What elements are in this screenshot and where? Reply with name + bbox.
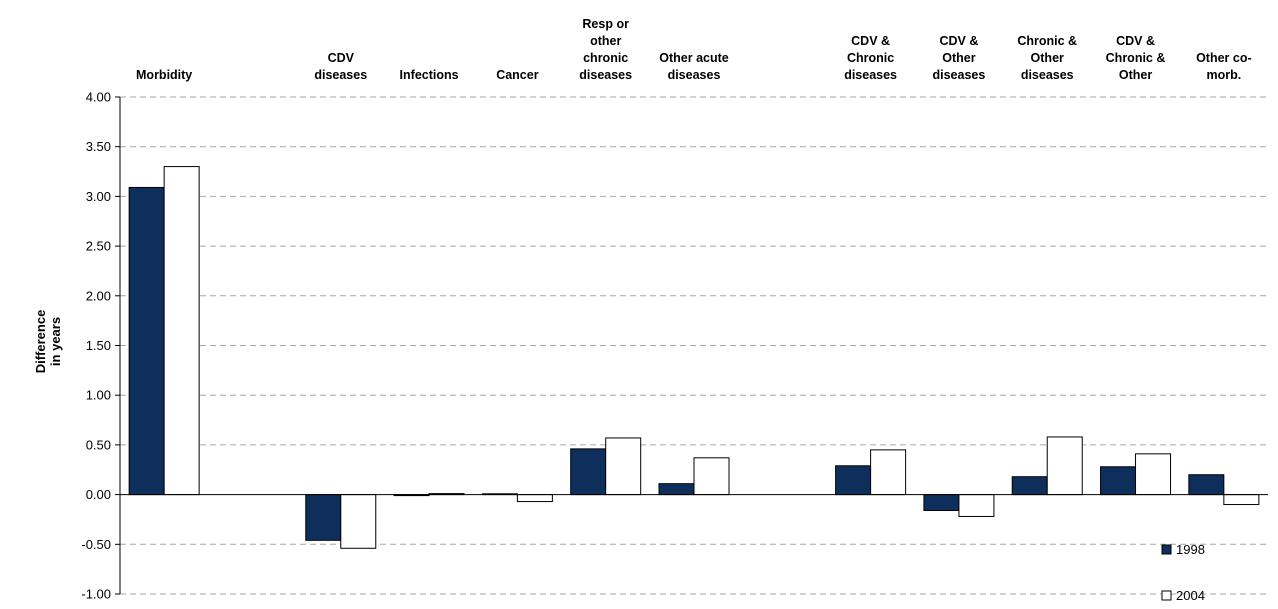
category-label: CDV & Chronic diseases xyxy=(844,34,897,82)
category-label: CDV diseases xyxy=(314,51,367,82)
bar-2004 xyxy=(605,437,642,496)
y-tick-label: 3.50 xyxy=(86,139,111,154)
category-label-line: Other co- xyxy=(1196,51,1252,65)
bar-2004 xyxy=(1046,436,1083,496)
category-label: Other co-morb. xyxy=(1196,51,1252,82)
bar-1998 xyxy=(570,448,607,496)
category-label-line: chronic xyxy=(583,51,628,65)
category-label-line: diseases xyxy=(844,68,897,82)
category-label-line: CDV & xyxy=(939,34,978,48)
bar-2004 xyxy=(870,449,907,496)
category-label-line: CDV & xyxy=(851,34,890,48)
category-label: Cancer xyxy=(496,68,539,82)
category-label-line: diseases xyxy=(579,68,632,82)
y-axis-ticks: -1.00 -0.50 0.00 0.50 1.00 1.50 2.00 2.50 3.00 3.… xyxy=(81,90,120,602)
bar-2004 xyxy=(958,494,995,517)
category-label-line: diseases xyxy=(314,68,367,82)
bar-2004 xyxy=(1135,453,1172,496)
legend-label-1998: 1998 xyxy=(1176,542,1205,557)
category-label-line: Other acute xyxy=(659,51,729,65)
bar-1998 xyxy=(1188,474,1225,496)
category-label-line: diseases xyxy=(668,68,721,82)
bar-1998 xyxy=(1100,466,1137,496)
category-label-line: CDV xyxy=(328,51,355,65)
category-label-line: Infections xyxy=(400,68,459,82)
category-label-line: Morbidity xyxy=(136,68,192,82)
category-label-line: Resp or xyxy=(582,17,629,31)
y-tick-label: 0.00 xyxy=(86,487,111,502)
bar-2004 xyxy=(516,494,553,503)
category-label: Chronic & Other diseases xyxy=(1017,34,1077,82)
category-label: Infections xyxy=(400,68,459,82)
category-label-line: other xyxy=(590,34,621,48)
bar-2004 xyxy=(163,166,200,496)
y-tick-label: 2.00 xyxy=(86,288,111,303)
bar-2004 xyxy=(340,494,377,549)
bar-2004 xyxy=(1223,494,1260,506)
y-tick-label: 1.00 xyxy=(86,388,111,403)
category-labels: Morbidity CDV diseases Infections Cancer Resp… xyxy=(136,17,1252,82)
legend-label-2004: 2004 xyxy=(1176,588,1205,603)
y-axis-title-line: Difference xyxy=(33,310,48,374)
category-label: Resp or other chronic diseases xyxy=(579,17,632,82)
legend-swatch-1998 xyxy=(1161,544,1172,555)
y-axis-title: Differencein years xyxy=(33,310,63,374)
category-label-line: Other xyxy=(1031,51,1064,65)
bar-1998 xyxy=(128,186,165,496)
category-label-line: Cancer xyxy=(496,68,539,82)
bar-1998 xyxy=(658,483,695,496)
gridlines xyxy=(120,96,1268,595)
category-label: Other acute diseases xyxy=(659,51,729,82)
y-tick-label: 4.00 xyxy=(86,90,111,105)
category-label: CDV & Chronic & Other xyxy=(1106,34,1166,82)
y-tick-label: 2.50 xyxy=(86,239,111,254)
category-label-line: Other xyxy=(1119,68,1152,82)
y-tick-label: 1.50 xyxy=(86,338,111,353)
category-label-line: diseases xyxy=(1021,68,1074,82)
bar-1998 xyxy=(305,494,342,541)
bar-1998 xyxy=(1011,476,1048,496)
bar-2004 xyxy=(693,457,730,496)
category-label-line: Chronic & xyxy=(1017,34,1077,48)
category-label: Morbidity xyxy=(136,68,192,82)
bar-1998 xyxy=(835,465,872,496)
category-label-line: diseases xyxy=(933,68,986,82)
category-label-line: Chronic & xyxy=(1106,51,1166,65)
bar-1998 xyxy=(923,494,960,512)
y-tick-label: -0.50 xyxy=(81,537,111,552)
legend-swatch-2004 xyxy=(1161,590,1172,601)
category-label-line: Other xyxy=(942,51,975,65)
category-label-line: Chronic xyxy=(847,51,894,65)
legend: 1998 2004 xyxy=(1161,542,1205,603)
y-tick-label: 0.50 xyxy=(86,437,111,452)
y-tick-label: 3.00 xyxy=(86,189,111,204)
y-tick-label: -1.00 xyxy=(81,587,111,602)
category-label: CDV & Other diseases xyxy=(933,34,986,82)
bars xyxy=(128,166,1260,549)
category-label-line: morb. xyxy=(1206,68,1241,82)
y-axis-title-line: in years xyxy=(48,317,63,366)
category-label-line: CDV & xyxy=(1116,34,1155,48)
